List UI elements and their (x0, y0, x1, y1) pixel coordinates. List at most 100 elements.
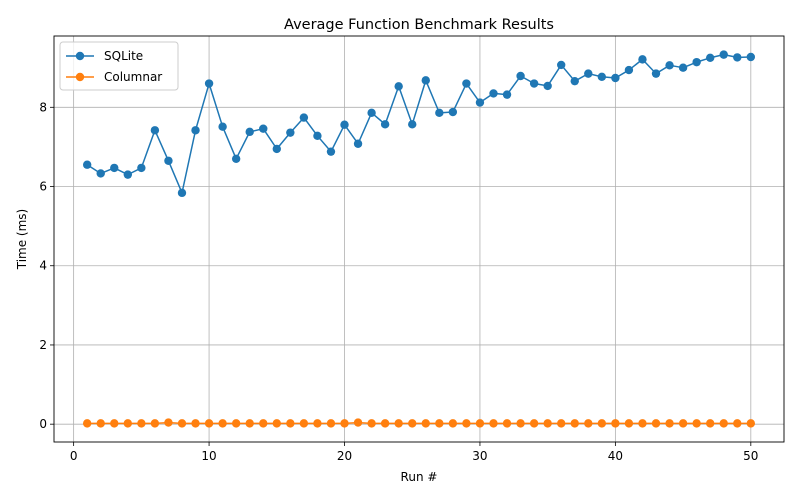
data-point-columnar (367, 419, 376, 428)
data-point-columnar (611, 419, 620, 428)
data-point-sqlite (299, 113, 309, 122)
data-point-columnar (448, 419, 458, 428)
data-point-columnar (259, 419, 268, 428)
data-point-sqlite (624, 65, 634, 75)
data-point-sqlite (597, 72, 607, 82)
data-point-sqlite (638, 55, 647, 64)
data-point-sqlite (218, 122, 227, 131)
data-point-sqlite (516, 71, 525, 81)
data-point-columnar (624, 419, 634, 428)
data-point-sqlite (204, 79, 214, 88)
data-point-columnar (692, 419, 701, 428)
series-layer (82, 50, 756, 428)
data-point-sqlite (611, 73, 620, 83)
data-point-sqlite (462, 79, 471, 88)
data-point-sqlite (435, 108, 444, 118)
data-point-columnar (529, 419, 539, 428)
data-point-columnar (245, 419, 254, 428)
data-point-sqlite (557, 60, 566, 70)
data-point-columnar (489, 419, 498, 428)
grid (54, 36, 784, 442)
data-point-sqlite (394, 82, 403, 91)
data-point-sqlite (313, 131, 322, 141)
x-axis-label: Run # (401, 470, 438, 484)
data-point-sqlite (665, 61, 674, 70)
data-point-columnar (164, 418, 173, 427)
data-point-columnar (204, 419, 214, 428)
data-point-sqlite (651, 69, 661, 78)
data-point-columnar (353, 418, 363, 427)
data-point-columnar (421, 419, 430, 428)
data-point-sqlite (96, 169, 105, 178)
data-point-sqlite (231, 154, 241, 163)
data-point-sqlite (110, 163, 119, 173)
legend-frame (59, 41, 179, 91)
data-point-columnar (638, 419, 647, 428)
data-point-sqlite (340, 120, 349, 129)
data-point-columnar (651, 419, 661, 428)
data-point-sqlite (367, 108, 376, 118)
chart-title: Average Function Benchmark Results (284, 17, 554, 33)
data-point-sqlite (733, 53, 742, 62)
data-point-sqlite (746, 52, 756, 62)
data-point-columnar (82, 419, 92, 428)
x-tick-label: 0 (70, 449, 78, 463)
data-point-sqlite (529, 79, 539, 88)
data-point-columnar (597, 419, 607, 428)
data-point-columnar (137, 419, 146, 428)
data-point-sqlite (164, 156, 173, 165)
data-point-columnar (475, 419, 485, 428)
y-tick-label: 8 (39, 100, 47, 114)
data-point-sqlite (326, 147, 336, 156)
data-point-columnar (584, 419, 593, 428)
x-tick-label: 30 (472, 449, 487, 463)
data-point-columnar (746, 419, 756, 428)
data-point-sqlite (489, 89, 498, 98)
data-point-sqlite (353, 139, 363, 148)
data-point-sqlite (448, 107, 458, 117)
x-tick-label: 10 (201, 449, 216, 463)
y-tick-label: 4 (39, 259, 47, 273)
data-point-sqlite (82, 160, 92, 169)
data-point-sqlite (272, 144, 281, 154)
data-point-sqlite (543, 81, 552, 91)
x-tick-label: 50 (743, 449, 758, 463)
data-point-columnar (705, 419, 715, 428)
data-point-sqlite (584, 69, 593, 78)
data-point-columnar (462, 419, 471, 428)
data-point-columnar (286, 419, 295, 428)
data-point-columnar (272, 419, 281, 428)
data-point-columnar (150, 419, 160, 428)
legend-label-sqlite: SQLite (104, 49, 143, 63)
data-point-sqlite (502, 90, 512, 99)
data-point-columnar (299, 419, 309, 428)
data-point-sqlite (245, 127, 254, 137)
data-point-sqlite (191, 126, 200, 135)
x-tick-label: 20 (337, 449, 352, 463)
data-point-columnar (313, 419, 322, 428)
legend-label-columnar: Columnar (104, 70, 162, 84)
plot-area-frame (53, 35, 785, 443)
y-axis-label: Time (ms) (15, 209, 29, 271)
legend-marker-sqlite (75, 51, 85, 61)
series-columnar (82, 418, 756, 428)
series-line-columnar (87, 421, 751, 425)
series-sqlite (82, 50, 756, 198)
data-point-columnar (231, 419, 241, 428)
data-point-columnar (326, 419, 336, 428)
data-point-sqlite (719, 50, 728, 59)
legend-marker-columnar (75, 72, 85, 82)
y-tick-label: 2 (39, 338, 47, 352)
data-point-columnar (380, 419, 390, 428)
data-point-columnar (502, 419, 512, 428)
data-point-sqlite (408, 120, 417, 129)
data-point-columnar (191, 419, 200, 428)
data-point-columnar (218, 419, 227, 428)
data-point-sqlite (678, 63, 688, 72)
data-point-columnar (678, 419, 688, 428)
data-point-columnar (733, 419, 742, 428)
data-point-sqlite (137, 163, 146, 173)
data-point-columnar (543, 419, 552, 428)
data-point-columnar (516, 419, 525, 428)
data-point-sqlite (123, 170, 133, 179)
